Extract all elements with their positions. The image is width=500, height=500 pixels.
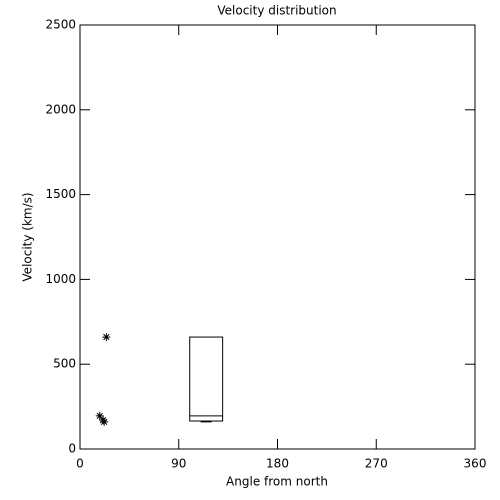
y-axis-label: Velocity (km/s) [21, 192, 35, 281]
x-axis-label: Angle from north [226, 475, 328, 489]
y-tick-label: 500 [53, 357, 76, 371]
x-tick-label: 90 [171, 457, 186, 471]
x-tick-label: 270 [365, 457, 388, 471]
y-tick-label: 1500 [45, 187, 76, 201]
point [95, 411, 104, 420]
x-tick-label: 0 [76, 457, 84, 471]
point [100, 417, 109, 426]
x-tick-label: 360 [464, 457, 487, 471]
y-tick-label: 2500 [45, 18, 76, 32]
y-tick-label: 0 [68, 442, 76, 456]
y-tick-label: 2000 [45, 102, 76, 116]
y-tick-label: 1000 [45, 272, 76, 286]
x-tick-label: 180 [266, 457, 289, 471]
point [102, 333, 111, 342]
box [189, 336, 224, 422]
chart-title: Velocity distribution [217, 4, 336, 18]
plot-frame [79, 24, 476, 450]
